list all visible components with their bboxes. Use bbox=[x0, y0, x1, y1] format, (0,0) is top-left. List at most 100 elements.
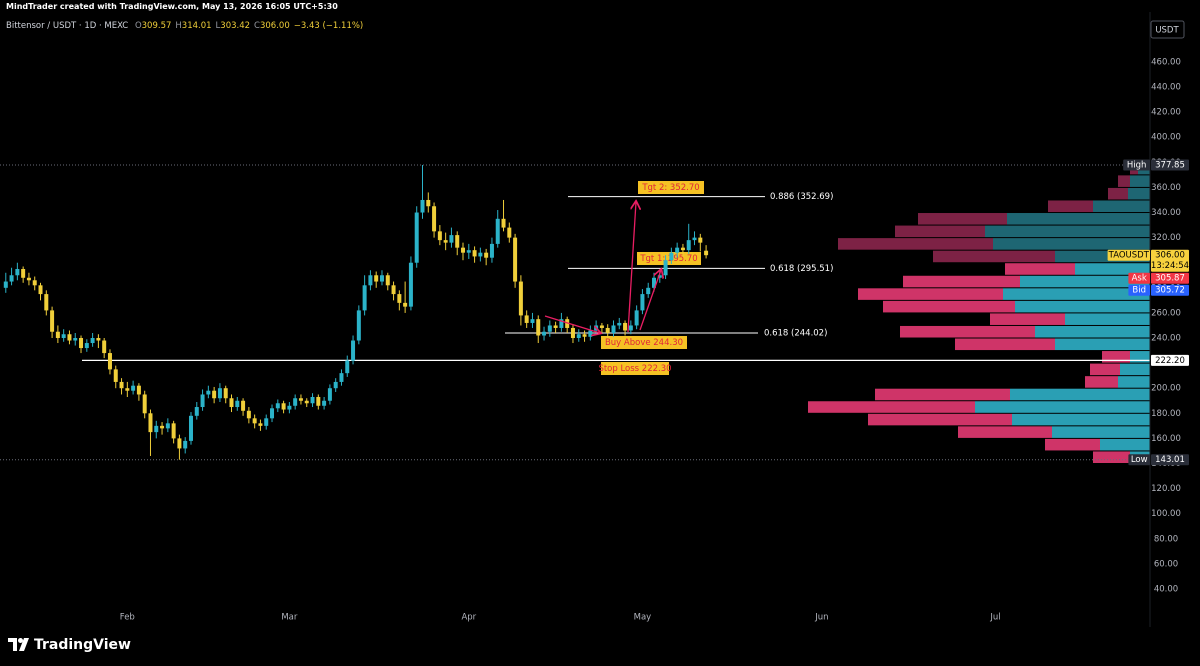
candle-body bbox=[339, 373, 344, 382]
candle-body bbox=[437, 231, 442, 241]
candle-body bbox=[50, 310, 55, 332]
logo-text: TradingView bbox=[34, 637, 131, 653]
volume-profile bbox=[808, 162, 1150, 463]
candle-body bbox=[403, 302, 408, 307]
y-tick-label: 340.00 bbox=[1151, 208, 1181, 218]
profile-sell bbox=[1093, 451, 1130, 463]
profile-buy bbox=[1128, 187, 1150, 200]
candle-body bbox=[547, 325, 552, 332]
y-tick-label: 40.00 bbox=[1154, 584, 1178, 594]
candle-body bbox=[356, 310, 361, 341]
candle-body bbox=[229, 398, 234, 408]
candle-body bbox=[374, 275, 379, 282]
candle-body bbox=[461, 247, 466, 253]
candle-body bbox=[102, 340, 107, 354]
profile-sell bbox=[900, 325, 1035, 338]
logo-icon bbox=[8, 638, 29, 651]
ohlc-value: 306.00 bbox=[259, 21, 290, 31]
price-box bbox=[1151, 354, 1189, 366]
candle-body bbox=[333, 381, 338, 389]
candle-body bbox=[235, 400, 240, 408]
ohlc-letter: H bbox=[175, 21, 182, 31]
candle-body bbox=[536, 319, 541, 336]
price-label: 305.72 bbox=[1155, 286, 1185, 296]
x-tick-label: Jul bbox=[989, 613, 1000, 623]
y-tick-label: 440.00 bbox=[1151, 83, 1181, 93]
candle-body bbox=[599, 325, 604, 328]
candle-body bbox=[275, 403, 280, 409]
x-tick-label: May bbox=[634, 613, 652, 623]
candle-body bbox=[281, 403, 286, 410]
price-label: 377.85 bbox=[1155, 161, 1185, 171]
price-box bbox=[1151, 249, 1189, 272]
candle-body bbox=[84, 343, 89, 349]
profile-sell bbox=[1090, 363, 1120, 376]
candle-body bbox=[704, 250, 709, 256]
annotation-box bbox=[601, 362, 669, 375]
symbol-line: Bittensor / USDT · 1D · MEXC O309.57 H314… bbox=[6, 21, 367, 31]
candle-body bbox=[90, 338, 95, 344]
candle-body bbox=[478, 252, 483, 257]
profile-sell bbox=[1085, 376, 1118, 388]
y-tick-label: 100.00 bbox=[1151, 509, 1181, 519]
price-tag-box bbox=[1128, 272, 1150, 284]
candle-body bbox=[518, 281, 523, 316]
candle-body bbox=[553, 325, 558, 328]
x-tick-label: Apr bbox=[461, 613, 476, 623]
profile-sell bbox=[1005, 263, 1075, 275]
candle-body bbox=[542, 331, 547, 336]
candle-body bbox=[148, 413, 153, 433]
profile-buy bbox=[985, 225, 1150, 238]
profile-sell bbox=[868, 413, 1012, 426]
candle-body bbox=[617, 322, 622, 326]
candle-body bbox=[426, 199, 431, 207]
profile-buy bbox=[1093, 200, 1150, 213]
profile-buy bbox=[1120, 363, 1150, 376]
profile-sell bbox=[955, 338, 1055, 351]
profile-sell bbox=[933, 250, 1055, 263]
y-tick-label: 80.00 bbox=[1154, 534, 1178, 544]
arrows bbox=[544, 202, 661, 333]
profile-buy bbox=[1130, 175, 1150, 187]
arrow bbox=[639, 270, 661, 331]
profile-sell bbox=[1048, 200, 1093, 213]
price-box bbox=[1151, 454, 1189, 466]
credit: MindTrader created with TradingView.com,… bbox=[6, 2, 338, 11]
candle-body bbox=[594, 325, 599, 331]
y-tick-label: 460.00 bbox=[1151, 57, 1181, 67]
level-label: 0.886 (352.69) bbox=[770, 192, 833, 202]
level-label: 0.618 (295.51) bbox=[770, 264, 833, 274]
price-tag-box bbox=[1128, 454, 1150, 466]
profile-sell bbox=[903, 275, 1020, 288]
profile-buy bbox=[1020, 275, 1150, 288]
candle-body bbox=[669, 252, 674, 261]
candle-body bbox=[472, 250, 477, 257]
currency-box[interactable] bbox=[1150, 20, 1185, 39]
y-tick-label: 60.00 bbox=[1154, 559, 1178, 569]
candle-body bbox=[55, 331, 60, 339]
candle-body bbox=[379, 275, 384, 282]
candle-body bbox=[634, 310, 639, 326]
logo: TradingView bbox=[8, 637, 131, 653]
candle-body bbox=[489, 243, 494, 258]
candle-body bbox=[501, 218, 506, 228]
currency: USDT bbox=[1155, 26, 1179, 36]
candle-body bbox=[32, 280, 37, 286]
profile-buy bbox=[1012, 413, 1150, 426]
level-label: 0.618 (244.02) bbox=[764, 328, 827, 338]
price-tag: TAOUSDT bbox=[1108, 251, 1150, 261]
ohlc-value: 314.01 bbox=[181, 21, 212, 31]
price-tag: Low bbox=[1131, 455, 1148, 465]
y-tick-label: 200.00 bbox=[1151, 384, 1181, 394]
candle-body bbox=[466, 250, 471, 253]
candle-body bbox=[270, 408, 275, 419]
x-tick-label: Jun bbox=[814, 613, 828, 623]
candle-body bbox=[113, 369, 118, 382]
candle-body bbox=[258, 423, 263, 426]
candle-body bbox=[663, 260, 668, 276]
candles bbox=[3, 165, 709, 460]
candle-body bbox=[44, 294, 49, 311]
ohlc-value: 303.42 bbox=[220, 21, 251, 31]
candle-body bbox=[241, 400, 246, 411]
